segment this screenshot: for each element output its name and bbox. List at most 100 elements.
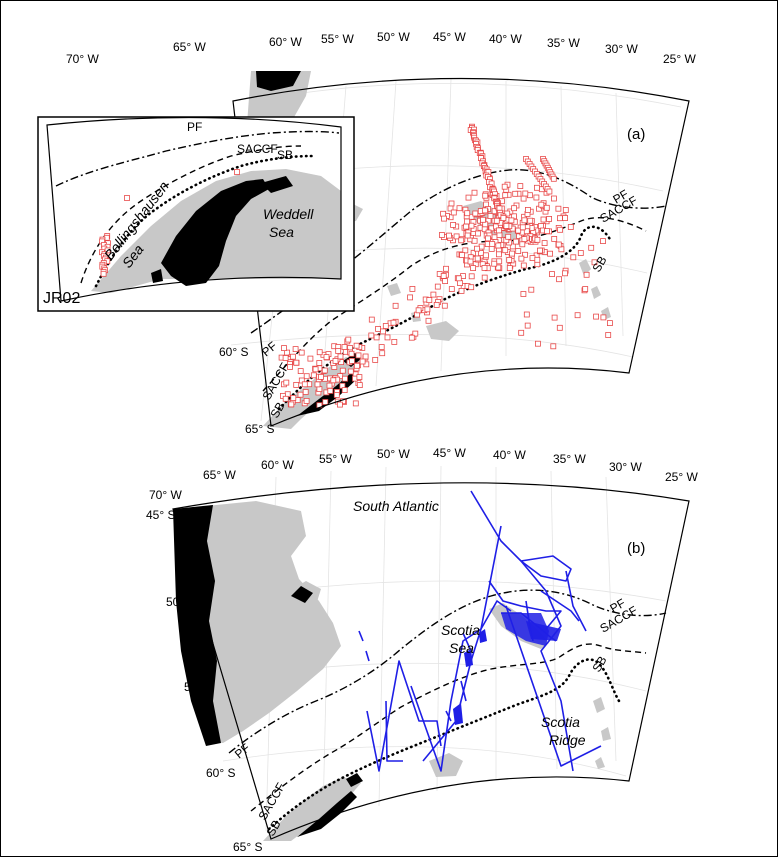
observation-marker (287, 363, 293, 370)
observation-marker (349, 357, 355, 364)
southern-boundary-line (267, 658, 621, 831)
observation-marker (491, 260, 498, 267)
tick-label: 25° W (665, 470, 698, 484)
observation-marker (540, 216, 547, 223)
observation-marker (453, 233, 460, 240)
observation-marker (555, 241, 562, 248)
pf-label: PF (232, 741, 253, 762)
observation-marker (506, 265, 513, 272)
observation-marker (534, 236, 541, 243)
observation-marker (302, 389, 309, 395)
inset-sb-label: SB (277, 148, 293, 162)
observation-marker (547, 250, 553, 257)
observation-marker (440, 272, 447, 279)
observation-marker (467, 258, 474, 265)
observation-marker (509, 250, 516, 257)
antarctic-peninsula (263, 777, 361, 841)
observation-marker (522, 190, 529, 197)
observation-marker (521, 217, 528, 224)
observation-marker (593, 313, 599, 320)
observation-marker (339, 367, 346, 374)
observation-marker (525, 206, 531, 213)
observation-marker (529, 255, 536, 262)
observation-marker (582, 286, 589, 292)
observation-marker (464, 232, 471, 239)
tick-label: 60° S (206, 766, 235, 780)
observation-marker (468, 273, 475, 280)
weddell-label: Weddell (263, 206, 314, 222)
panel-a-border (232, 77, 690, 427)
tick-label: 50° W (377, 30, 410, 44)
observation-marker (470, 265, 477, 272)
observation-marker (496, 227, 502, 234)
observation-marker (567, 224, 574, 230)
inset-pf-label: PF (187, 120, 202, 134)
observation-marker (124, 195, 130, 201)
observation-marker (527, 217, 534, 224)
observation-marker (408, 334, 415, 341)
observation-marker (353, 342, 360, 349)
observation-marker (430, 291, 437, 298)
observation-marker (438, 232, 445, 238)
tick-label: 60° S (219, 345, 248, 359)
observation-marker (384, 334, 391, 341)
observation-marker (600, 238, 606, 245)
observation-marker (550, 175, 557, 182)
observation-marker (550, 343, 557, 350)
scotia-sea-label: Scotia (441, 622, 480, 638)
observation-marker (373, 334, 380, 341)
observation-marker (314, 381, 321, 388)
observation-marker (382, 323, 389, 329)
observation-marker (463, 223, 470, 230)
observation-marker (298, 349, 305, 356)
observation-marker (502, 192, 509, 199)
tick-label: 65° W (173, 40, 206, 54)
observation-marker (557, 215, 563, 222)
observation-marker (425, 317, 432, 324)
observation-marker (412, 330, 419, 337)
inset-sb (94, 154, 315, 288)
observation-marker (283, 379, 290, 386)
observation-marker (551, 195, 557, 202)
observation-marker (390, 319, 397, 326)
observation-marker (348, 350, 355, 357)
observation-marker (100, 270, 107, 277)
observation-marker (519, 224, 526, 231)
observation-marker (327, 387, 334, 394)
observation-marker (600, 314, 607, 321)
observation-marker (472, 210, 479, 217)
observation-marker (500, 215, 507, 222)
tick-label: 55° W (321, 32, 354, 46)
observation-marker (450, 209, 457, 216)
inset-map: PF SACCF SB Bellingshausen Sea Weddell S… (37, 116, 355, 312)
saccf-line (250, 643, 647, 812)
observation-marker (450, 221, 457, 228)
tick-label: 45° W (433, 30, 466, 44)
tick-label: 30° W (605, 42, 638, 56)
panel-b-fronts (228, 589, 667, 831)
observation-marker (316, 386, 323, 393)
observation-marker (512, 190, 519, 197)
south-atlantic-label: South Atlantic (353, 498, 439, 514)
observation-marker (457, 280, 463, 287)
tick-label: 40° W (489, 32, 522, 46)
south-orkney (429, 753, 463, 777)
observation-marker (298, 377, 305, 384)
south-orkney (426, 321, 459, 341)
observation-marker (591, 259, 598, 266)
tick-label: 55° W (319, 452, 352, 466)
observation-marker (562, 270, 568, 277)
observation-marker (310, 372, 317, 379)
observation-marker (482, 192, 489, 199)
observation-marker (522, 251, 528, 258)
observation-marker (555, 205, 562, 212)
observation-marker (496, 258, 503, 265)
tick-label: 65° W (203, 468, 236, 482)
observation-marker (368, 316, 375, 323)
inset-observations (99, 169, 240, 277)
tick-label: 70° W (149, 488, 182, 502)
tick-label: 50° S (166, 595, 195, 609)
observation-marker (493, 217, 500, 224)
